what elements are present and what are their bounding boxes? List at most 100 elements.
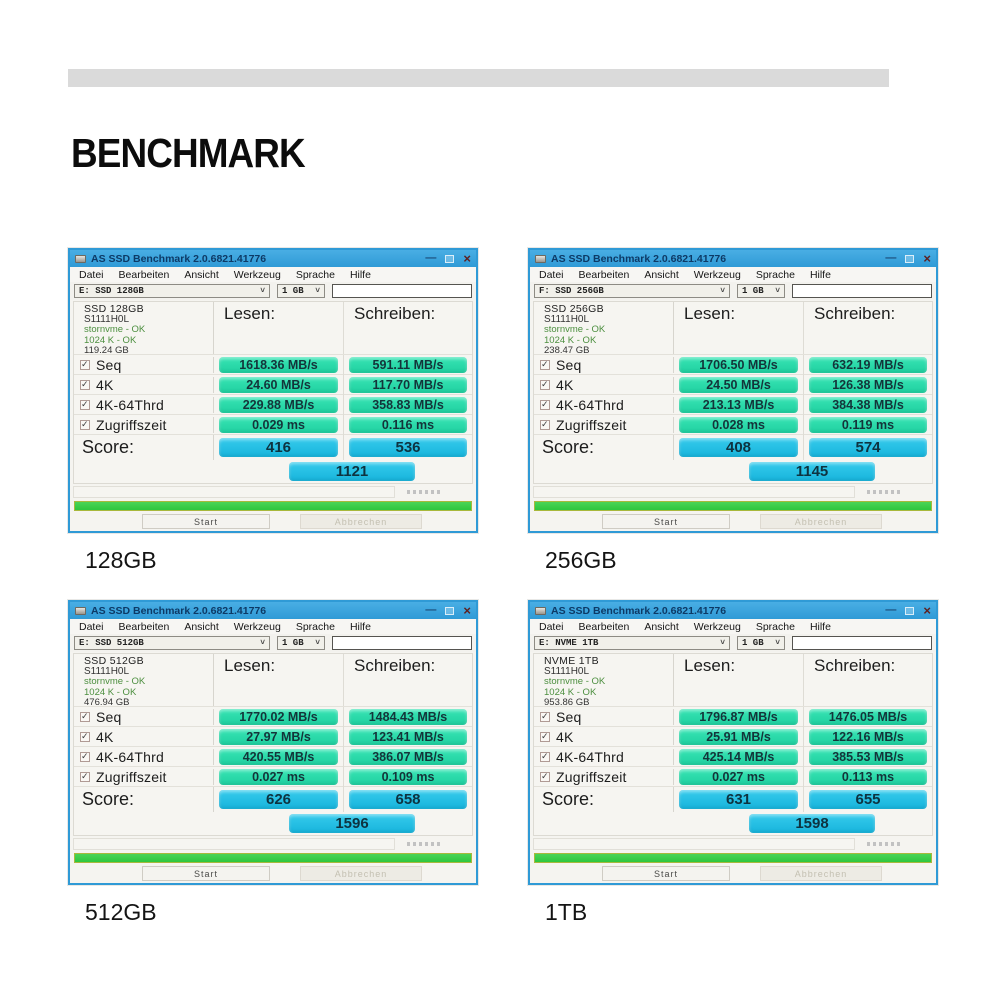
close-button[interactable]: × (463, 603, 471, 618)
text-field[interactable] (332, 284, 472, 298)
checkbox-4k[interactable] (540, 379, 550, 390)
minimize-button[interactable]: — (425, 604, 437, 616)
test-label: Seq (556, 708, 582, 725)
test-row-access-time: Zugriffszeit 0.029 ms 0.116 ms (74, 414, 472, 435)
checkbox-4k64[interactable] (80, 399, 90, 410)
test-size-value: 1 GB (742, 286, 764, 296)
menu-item-datei[interactable]: Datei (79, 268, 104, 281)
drive-select-value: E: SSD 128GB (79, 286, 144, 296)
checkbox-access-time[interactable] (80, 771, 90, 782)
menu-item-bearbeiten[interactable]: Bearbeiten (578, 268, 630, 281)
benchmark-window: AS SSD Benchmark 2.0.6821.41776 — × Date… (68, 600, 478, 885)
write-value-badge: 358.83 MB/s (349, 396, 467, 413)
read-value-badge: 27.97 MB/s (219, 728, 338, 745)
benchmark-cell: AS SSD Benchmark 2.0.6821.41776 — × Date… (68, 248, 478, 600)
checkbox-4k[interactable] (540, 731, 550, 742)
menu-item-werkzeug[interactable]: Werkzeug (693, 268, 741, 281)
test-size-select[interactable]: 1 GB ˅ (737, 636, 785, 650)
checkbox-access-time[interactable] (540, 419, 550, 430)
menu-item-werkzeug[interactable]: Werkzeug (693, 620, 741, 633)
menu-item-datei[interactable]: Datei (539, 620, 564, 633)
menu-item-hilfe[interactable]: Hilfe (349, 268, 371, 281)
menu-item-bearbeiten[interactable]: Bearbeiten (578, 620, 630, 633)
checkbox-4k[interactable] (80, 731, 90, 742)
drive-select[interactable]: F: SSD 256GB ˅ (534, 284, 730, 298)
menubar: Datei Bearbeiten Ansicht Werkzeug Sprach… (530, 619, 936, 634)
maximize-button[interactable] (445, 606, 455, 615)
start-button[interactable]: Start (142, 866, 270, 882)
menu-item-ansicht[interactable]: Ansicht (644, 268, 679, 281)
maximize-button[interactable] (445, 254, 455, 263)
drive-info: SSD 128GB S1111H0L stornvme - OK 1024 K … (74, 302, 214, 356)
text-field[interactable] (792, 284, 932, 298)
test-size-select[interactable]: 1 GB ˅ (737, 284, 785, 298)
close-button[interactable]: × (923, 603, 931, 618)
menu-item-sprache[interactable]: Sprache (295, 620, 335, 633)
checkbox-4k64[interactable] (540, 751, 550, 762)
menu-item-sprache[interactable]: Sprache (295, 268, 335, 281)
test-row-seq: Seq 1796.87 MB/s 1476.05 MB/s (534, 706, 932, 727)
checkbox-seq[interactable] (540, 359, 550, 370)
checkbox-seq[interactable] (80, 359, 90, 370)
checkbox-access-time[interactable] (80, 419, 90, 430)
test-label: 4K-64Thrd (556, 748, 624, 765)
checkbox-seq[interactable] (540, 711, 550, 722)
text-field[interactable] (792, 636, 932, 650)
checkbox-4k64[interactable] (540, 399, 550, 410)
menu-item-hilfe[interactable]: Hilfe (809, 620, 831, 633)
test-label: 4K (96, 728, 114, 745)
abort-button[interactable]: Abbrechen (760, 514, 882, 530)
abort-button[interactable]: Abbrechen (300, 514, 422, 530)
test-size-select[interactable]: 1 GB ˅ (277, 284, 325, 298)
checkbox-access-time[interactable] (540, 771, 550, 782)
menu-item-hilfe[interactable]: Hilfe (809, 268, 831, 281)
text-field[interactable] (332, 636, 472, 650)
menu-item-ansicht[interactable]: Ansicht (184, 268, 219, 281)
menu-item-ansicht[interactable]: Ansicht (184, 620, 219, 633)
write-header: Schreiben: (814, 304, 896, 323)
start-button[interactable]: Start (142, 514, 270, 530)
test-size-select[interactable]: 1 GB ˅ (277, 636, 325, 650)
menu-item-ansicht[interactable]: Ansicht (644, 620, 679, 633)
drive-select[interactable]: E: SSD 128GB ˅ (74, 284, 270, 298)
size-caption: 512GB (85, 899, 157, 925)
abort-button[interactable]: Abbrechen (760, 866, 882, 882)
minimize-button[interactable]: — (425, 252, 437, 264)
drive-select[interactable]: E: SSD 512GB ˅ (74, 636, 270, 650)
maximize-button[interactable] (905, 606, 915, 615)
menu-item-bearbeiten[interactable]: Bearbeiten (118, 620, 170, 633)
drive-select[interactable]: E: NVME 1TB ˅ (534, 636, 730, 650)
status-text (867, 841, 901, 846)
results-table: SSD 256GB S1111H0L stornvme - OK 1024 K … (533, 301, 933, 484)
menu-item-sprache[interactable]: Sprache (755, 620, 795, 633)
maximize-button[interactable] (905, 254, 915, 263)
chevron-down-icon: ˅ (720, 286, 725, 296)
checkbox-4k64[interactable] (80, 751, 90, 762)
close-button[interactable]: × (463, 251, 471, 266)
start-button[interactable]: Start (602, 514, 730, 530)
score-row: Score: 416 536 (74, 434, 472, 460)
button-row: Start Abbrechen (70, 865, 476, 883)
drive-serial: S1111H0L (544, 665, 590, 677)
abort-button[interactable]: Abbrechen (300, 866, 422, 882)
menu-item-datei[interactable]: Datei (539, 268, 564, 281)
checkbox-seq[interactable] (80, 711, 90, 722)
close-button[interactable]: × (923, 251, 931, 266)
test-size-value: 1 GB (282, 638, 304, 648)
menu-item-sprache[interactable]: Sprache (755, 268, 795, 281)
minimize-button[interactable]: — (885, 604, 897, 616)
test-label: Seq (96, 708, 122, 725)
menu-item-bearbeiten[interactable]: Bearbeiten (118, 268, 170, 281)
checkbox-4k[interactable] (80, 379, 90, 390)
chevron-down-icon: ˅ (260, 286, 265, 296)
menu-item-hilfe[interactable]: Hilfe (349, 620, 371, 633)
drive-select-value: E: NVME 1TB (539, 638, 599, 648)
minimize-button[interactable]: — (885, 252, 897, 264)
menu-item-datei[interactable]: Datei (79, 620, 104, 633)
menu-item-werkzeug[interactable]: Werkzeug (233, 268, 281, 281)
write-value-badge: 386.07 MB/s (349, 748, 467, 765)
menu-item-werkzeug[interactable]: Werkzeug (233, 620, 281, 633)
page-title: BENCHMARK (71, 130, 306, 176)
start-button[interactable]: Start (602, 866, 730, 882)
